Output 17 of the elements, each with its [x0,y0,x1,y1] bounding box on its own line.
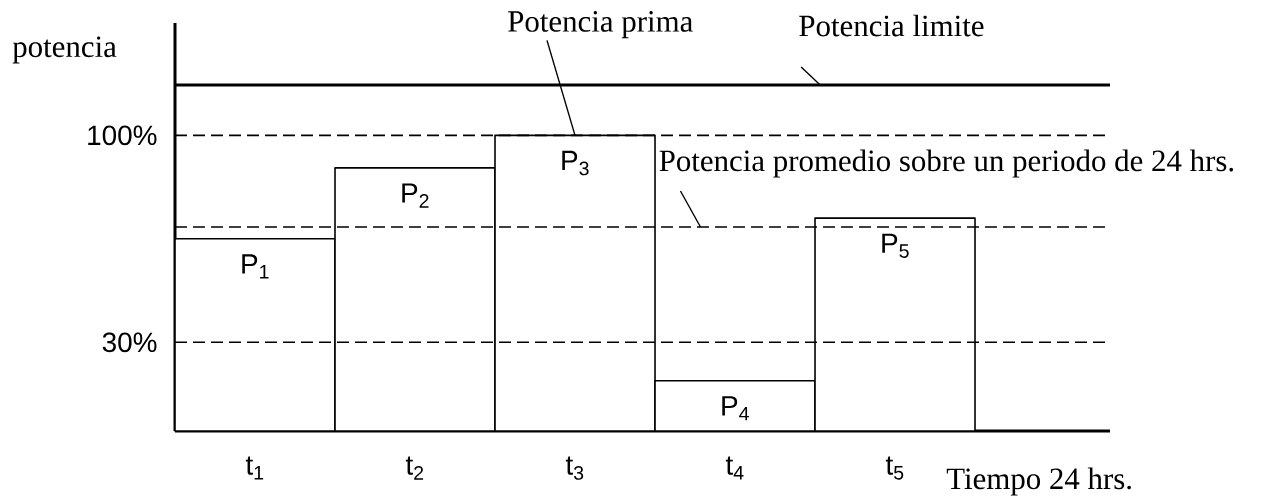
ref-line-label: Potencia limite [799,14,984,37]
y-tick-label: 100% [88,125,157,146]
annotation: Potencia prima [508,11,693,39]
ref-line-label: Potencia promedio sobre un periodo de 24 hrs. [659,149,1234,178]
x-tick-label: t$_{2}$ [405,456,424,480]
annotation: P$_{3}$ [562,150,589,176]
annotation: P$_{4}$ [722,396,749,421]
annotation: P$_{2}$ [402,183,429,208]
annotation: P$_{1}$ [242,254,269,279]
y-tick-label: 30% [102,332,157,353]
annotation: P$_{5}$ [882,233,909,258]
x-tick-label: t$_{3}$ [565,456,584,480]
x-tick-label: t$_{1}$ [245,456,264,480]
x-tick-label: t$_{5}$ [885,456,904,480]
x-axis-title: Tiempo 24 hrs. [946,467,1131,496]
x-tick-label: t$_{4}$ [725,456,744,480]
y-axis-title: potencia [12,36,117,64]
